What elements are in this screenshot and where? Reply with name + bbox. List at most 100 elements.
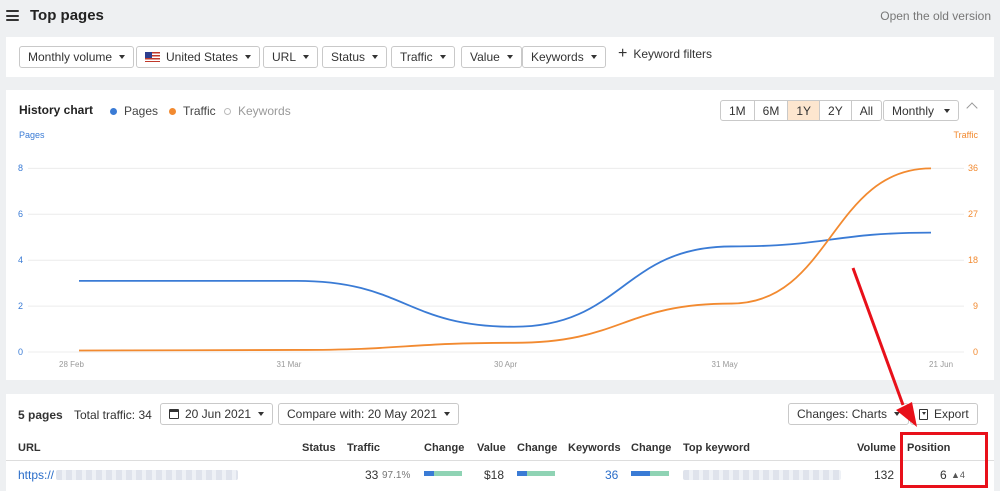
legend-dot-icon (224, 107, 231, 115)
caret-down-icon (303, 55, 310, 59)
left-axis-tick: 6 (18, 209, 24, 220)
left-axis-tick: 4 (18, 255, 24, 266)
export-icon (919, 408, 928, 420)
date-label: 20 Jun 2021 (185, 407, 252, 421)
right-axis-tick: 9 (972, 301, 978, 312)
volume-value: 132 (874, 468, 895, 482)
export-button[interactable]: Export (910, 403, 978, 425)
x-axis-tick: 30 Apr (494, 360, 518, 369)
left-axis-tick: 8 (18, 163, 24, 174)
top-bar: Top pages Open the old version (0, 0, 1000, 34)
change-fill (517, 471, 527, 476)
x-axis-tick: 28 Feb (59, 360, 84, 369)
caret-down-icon (372, 55, 379, 59)
plus-icon: + (618, 45, 628, 62)
filter-label: Status (331, 50, 366, 64)
legend-item-traffic[interactable]: Traffic (169, 104, 216, 118)
column-header-volume[interactable]: Volume (857, 442, 896, 454)
right-axis-tick: 18 (967, 255, 978, 266)
keywords-change-bar (631, 471, 669, 476)
series-line-traffic (78, 167, 932, 352)
interval-dropdown[interactable]: Monthly (883, 100, 960, 121)
traffic-share: 97.1% (382, 470, 411, 481)
pages-count: 5 pages (18, 408, 63, 422)
range-button-2y[interactable]: 2Y (820, 100, 852, 121)
url-filter-dropdown[interactable]: URL (263, 46, 319, 68)
keywords-count-link[interactable]: 36 (605, 468, 619, 482)
changes-label: Changes: Charts (797, 407, 888, 421)
range-selector: 1M 6M 1Y 2Y All (720, 100, 883, 121)
x-axis-tick: 21 Jun (929, 360, 954, 369)
keyword-filters-button[interactable]: + Keyword filters (618, 46, 712, 62)
value-amount: $18 (484, 468, 505, 482)
caret-down-icon (258, 412, 265, 416)
old-version-link[interactable]: Open the old version (880, 9, 991, 23)
change-fill (631, 471, 650, 476)
caret-down-icon (894, 412, 901, 416)
traffic-filter-dropdown[interactable]: Traffic (391, 46, 455, 68)
filter-label: Monthly volume (28, 50, 113, 64)
legend-dot-icon (110, 107, 117, 115)
column-header-traffic[interactable]: Traffic (347, 442, 381, 454)
legend-item-keywords[interactable]: Keywords (224, 104, 291, 118)
monthly-volume-dropdown[interactable]: Monthly volume (19, 46, 135, 68)
value-filter-dropdown[interactable]: Value (461, 46, 522, 68)
top-pages-table: 5 pages Total traffic: 34 20 Jun 2021 Co… (6, 394, 994, 491)
legend-item-pages[interactable]: Pages (110, 104, 158, 118)
caret-down-icon (119, 55, 126, 59)
filter-bar: Monthly volume United States URL Status … (6, 37, 994, 77)
position-value: 6 (940, 468, 947, 482)
country-dropdown[interactable]: United States (136, 46, 261, 68)
range-button-6m[interactable]: 6M (754, 100, 789, 121)
legend-label: Pages (124, 104, 159, 118)
traffic-change-bar (424, 471, 462, 476)
caret-down-icon (590, 55, 597, 59)
column-header-url[interactable]: URL (18, 442, 41, 454)
column-header-position[interactable]: Position (907, 442, 951, 454)
range-button-all[interactable]: All (851, 100, 883, 121)
chart-title: History chart (19, 103, 94, 117)
position-change: ▲4 (951, 470, 965, 480)
interval-label: Monthly (892, 103, 935, 118)
column-header-status[interactable]: Status (302, 442, 336, 454)
history-chart-card: History chart Pages Traffic Keywords 1M … (6, 90, 994, 380)
series-line-pages (79, 231, 932, 328)
caret-down-icon (506, 55, 513, 59)
column-header-top-keyword[interactable]: Top keyword (683, 442, 751, 454)
url-link[interactable]: https:// (18, 468, 55, 482)
left-axis-tick: 2 (18, 301, 24, 312)
keyword-filters-label: Keyword filters (633, 47, 713, 61)
changes-dropdown[interactable]: Changes: Charts (788, 403, 910, 425)
column-header-keywords-change[interactable]: Change (631, 442, 672, 454)
status-filter-dropdown[interactable]: Status (322, 46, 388, 68)
left-axis-title: Pages (19, 130, 45, 140)
left-axis-tick: 0 (18, 347, 24, 357)
x-axis-tick: 31 Mar (276, 360, 302, 369)
filter-label: Value (470, 50, 500, 64)
caret-down-icon (444, 412, 451, 416)
column-header-value-change[interactable]: Change (517, 442, 558, 454)
caret-down-icon (245, 55, 252, 59)
filter-label: Keywords (531, 50, 584, 64)
hamburger-icon[interactable] (6, 10, 19, 21)
column-header-value[interactable]: Value (477, 442, 506, 454)
export-label: Export (934, 407, 969, 421)
column-header-keywords[interactable]: Keywords (568, 442, 621, 454)
us-flag-icon (145, 52, 160, 62)
change-fill (424, 471, 434, 476)
value-change-bar (517, 471, 555, 476)
column-header-traffic-change[interactable]: Change (424, 442, 465, 454)
date-dropdown[interactable]: 20 Jun 2021 (160, 403, 274, 425)
position-change-value: 4 (959, 470, 965, 480)
keywords-filter-dropdown[interactable]: Keywords (522, 46, 606, 68)
x-axis-tick: 31 May (711, 360, 738, 369)
history-chart (28, 167, 964, 353)
range-button-1y[interactable]: 1Y (788, 100, 821, 121)
compare-dropdown[interactable]: Compare with: 20 May 2021 (278, 403, 460, 425)
filter-label: United States (166, 50, 239, 64)
traffic-value: 33 (365, 468, 379, 482)
redacted-url (56, 470, 238, 480)
legend-label: Traffic (183, 104, 216, 118)
right-axis-tick: 0 (972, 347, 978, 357)
range-button-1m[interactable]: 1M (720, 100, 755, 121)
